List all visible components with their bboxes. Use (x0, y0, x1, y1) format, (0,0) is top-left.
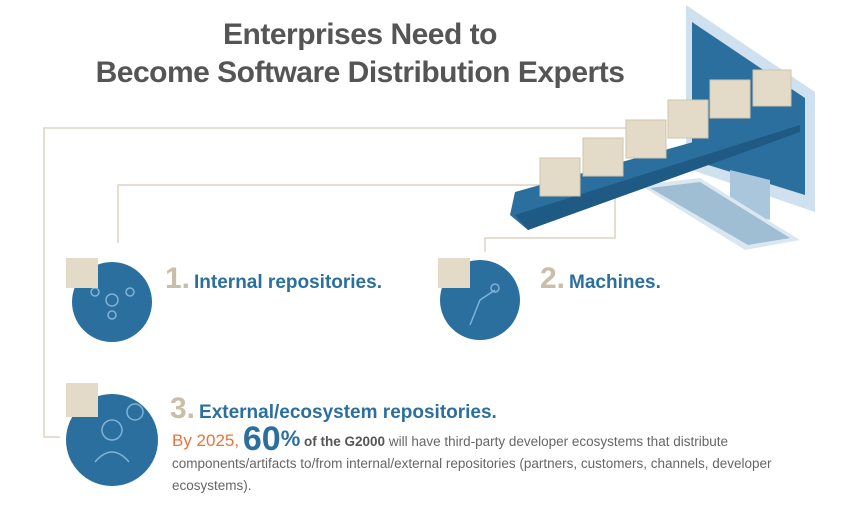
item-number: 2. (540, 262, 566, 295)
stat-description: will have third-party developer ecosyste… (172, 434, 772, 493)
stat-prefix: By 2025, (172, 431, 240, 450)
stat-value: 60 (242, 420, 281, 458)
item-machines: 2. Machines. (540, 262, 661, 296)
item-internal-repositories: 1. Internal repositories. (165, 262, 382, 296)
icon-circles (66, 258, 520, 486)
connector-lines (43, 127, 640, 438)
conveyor-belt (510, 112, 800, 230)
stat-text: By 2025, 60% of the G2000 will have thir… (172, 422, 812, 497)
item-number: 1. (165, 262, 191, 295)
item-label: Internal repositories. (194, 272, 382, 293)
item-label: Machines. (569, 272, 661, 293)
item-label: External/ecosystem repositories. (199, 402, 497, 423)
stat-unit: % (280, 426, 301, 451)
page-title: Enterprises Need to Become Software Dist… (0, 16, 720, 92)
stat-subject: of the G2000 (304, 434, 386, 449)
boxes (539, 69, 792, 197)
item-number: 3. (170, 392, 196, 425)
title-line-1: Enterprises Need to (223, 18, 497, 51)
item-external-repositories: 3. External/ecosystem repositories. (170, 392, 497, 426)
title-line-2: Become Software Distribution Experts (95, 56, 625, 89)
